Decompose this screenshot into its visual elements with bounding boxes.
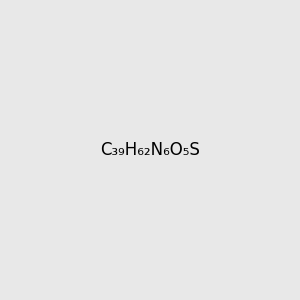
Text: C₃₉H₆₂N₆O₅S: C₃₉H₆₂N₆O₅S [100,141,200,159]
